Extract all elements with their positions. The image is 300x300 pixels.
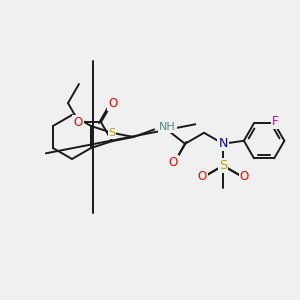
- Text: N: N: [218, 137, 228, 150]
- Text: O: O: [239, 170, 249, 183]
- Text: O: O: [108, 97, 118, 110]
- Text: O: O: [74, 116, 82, 129]
- Text: F: F: [272, 115, 279, 128]
- Text: O: O: [197, 170, 207, 183]
- Text: O: O: [168, 156, 178, 169]
- Text: NH: NH: [159, 122, 176, 133]
- Text: S: S: [108, 128, 116, 138]
- Text: S: S: [219, 159, 227, 172]
